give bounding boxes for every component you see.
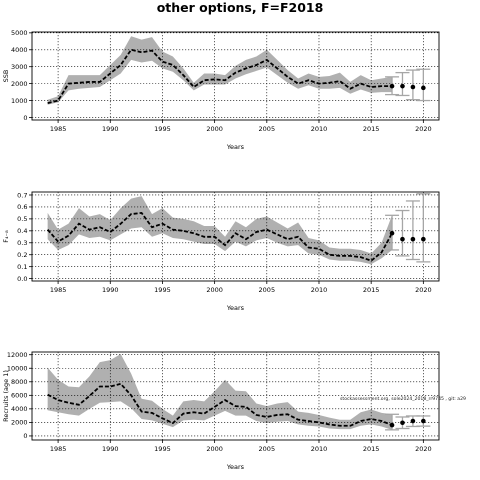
x-tick-label: 2010 — [311, 286, 328, 294]
x-tick-label: 2010 — [311, 125, 328, 133]
y-tick-label: 0.0 — [17, 275, 27, 283]
y-tick-label: 10000 — [7, 365, 28, 373]
x-tick-label: 1985 — [50, 125, 67, 133]
y-tick-label: 8000 — [11, 378, 28, 386]
x-tick-label: 2020 — [415, 125, 432, 133]
y-tick-label: 1000 — [11, 97, 28, 105]
y-tick-label: 2000 — [11, 80, 28, 88]
y-tick-label: 0 — [23, 114, 27, 122]
y-tick-label: 4000 — [11, 46, 28, 54]
series-line — [46, 211, 393, 262]
x-tick-label: 1990 — [102, 125, 119, 133]
plot-frame — [31, 351, 440, 441]
plot-frame — [31, 191, 440, 282]
fishing-mortality-panel: 1985 1990 1995 2000 2005 2010 2015 2020 0.0 0.1 0.… — [2, 191, 440, 312]
forecast-point — [400, 420, 405, 426]
forecast-interval — [385, 76, 400, 96]
forecast-point — [389, 83, 395, 89]
x-axis-label: Years — [226, 143, 245, 151]
forecast-point — [400, 83, 405, 89]
x-tick-label: 2005 — [259, 125, 276, 133]
forecast-interval — [416, 415, 431, 427]
confidence-band — [47, 36, 393, 105]
forecast-interval — [416, 193, 431, 263]
x-tick-label: 2010 — [311, 445, 328, 453]
x-tick-label: 2020 — [415, 445, 432, 453]
x-tick-label: 1990 — [102, 445, 119, 453]
x-tick-label: 2015 — [363, 125, 380, 133]
x-axis-label: Years — [226, 463, 245, 471]
forecast-interval — [405, 69, 420, 101]
forecast-point — [410, 84, 416, 90]
y-tick-label: 0.6 — [17, 203, 27, 211]
x-tick-label: 1995 — [154, 445, 171, 453]
x-tick-label: 1990 — [102, 286, 119, 294]
forecast-interval — [416, 68, 431, 102]
forecast-point — [421, 418, 426, 424]
y-tick-label: 0.5 — [17, 215, 27, 223]
x-tick-label: 2000 — [206, 445, 223, 453]
y-axis-label: F₄₋₈ — [2, 230, 10, 243]
x-tick-label: 1985 — [50, 286, 67, 294]
forecast-point — [421, 236, 426, 242]
forecast-point — [410, 236, 416, 242]
forecast-interval — [395, 209, 410, 257]
y-tick-label: 0.2 — [17, 251, 27, 259]
x-tick-label: 2005 — [259, 445, 276, 453]
y-axis-label: SSB — [2, 70, 10, 83]
y-tick-label: 6000 — [11, 392, 28, 400]
watermark-text: stockassessment.org, sole2024_2018_rr974… — [340, 396, 466, 402]
y-tick-label: 4000 — [11, 405, 28, 413]
forecast-point — [389, 422, 395, 428]
forecast-interval — [405, 200, 420, 261]
forecast-interval — [385, 214, 400, 251]
x-tick-label: 1995 — [154, 286, 171, 294]
y-tick-label: 0.3 — [17, 239, 27, 247]
x-tick-label: 2015 — [363, 286, 380, 294]
plot-frame — [31, 31, 440, 121]
confidence-band — [47, 196, 393, 265]
confidence-band — [47, 354, 393, 430]
y-axis-label: Recruits (age 1) — [2, 370, 10, 422]
x-axis-label: Years — [226, 304, 245, 312]
x-tick-label: 2000 — [206, 125, 223, 133]
forecast-point — [421, 85, 426, 91]
y-tick-label: 0.1 — [17, 263, 27, 271]
forecast-interval — [385, 413, 400, 431]
y-tick-label: 5000 — [11, 29, 28, 37]
x-tick-label: 1995 — [154, 125, 171, 133]
series-line — [47, 48, 393, 104]
forecast-point — [389, 230, 395, 236]
ssb-panel: 1985 1990 1995 2000 2005 2010 2015 2020 0 1000 200… — [2, 29, 440, 151]
figure-title: other options, F=F2018 — [157, 0, 324, 15]
forecast-point — [400, 236, 405, 242]
y-tick-label: 0.7 — [17, 191, 27, 199]
forecast-point — [410, 418, 416, 424]
x-tick-label: 2005 — [259, 286, 276, 294]
recruits-panel: 1985 1990 1995 2000 2005 2010 2015 2020 0 2000 400… — [2, 351, 440, 471]
y-tick-label: 12000 — [7, 351, 28, 359]
x-tick-label: 2000 — [206, 286, 223, 294]
y-tick-label: 0 — [23, 432, 27, 440]
y-tick-label: 3000 — [11, 63, 28, 71]
series-line — [47, 382, 393, 427]
x-tick-label: 2015 — [363, 445, 380, 453]
y-tick-label: 2000 — [11, 419, 28, 427]
forecast-interval — [395, 71, 410, 97]
y-tick-label: 0.4 — [17, 227, 27, 235]
forecast-interval — [395, 416, 410, 430]
x-tick-label: 2020 — [415, 286, 432, 294]
x-tick-label: 1985 — [50, 445, 67, 453]
